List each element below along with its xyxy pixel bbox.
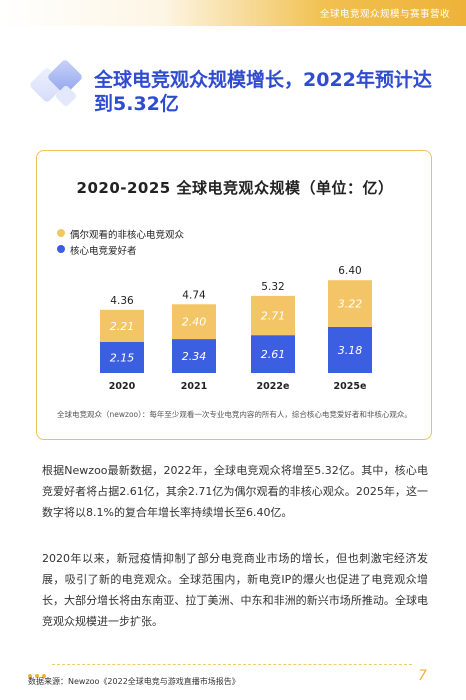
bar-segment-noncore (100, 309, 144, 342)
segment-value-label: 2.34 (182, 350, 207, 363)
legend-dot-icon (57, 245, 65, 253)
footer-dots-icon (28, 663, 49, 682)
chart-note: 全球电竞观众（newzoo）：每年至少观看一次专业电竞内容的所有人，综合核心电竞… (57, 410, 412, 419)
legend-label-noncore: 偶尔观看的非核心电竞观众 (70, 230, 185, 241)
bar-segment-core (328, 326, 372, 373)
diamond-decoration-icon (30, 60, 82, 107)
chart-card: 2020-2025 全球电竞观众规模（单位：亿） 偶尔观看的非核心电竞观众 核心… (36, 150, 432, 440)
page-title: 全球电竞观众规模增长，2022年预计达到5.32亿 (94, 69, 432, 115)
x-tick-label: 2022e (257, 381, 290, 392)
section-title: 全球电竞观众规模与赛事营收 (319, 9, 450, 20)
bar-segment-noncore (328, 280, 372, 327)
bar-segment-core (172, 339, 216, 373)
x-tick-label: 2020 (109, 381, 136, 392)
segment-value-label: 2.61 (261, 348, 286, 361)
x-tick-label: 2021 (181, 381, 207, 392)
bar-segment-noncore (172, 304, 216, 340)
segment-value-label: 2.21 (110, 320, 135, 333)
bar-total-label: 4.74 (182, 289, 206, 301)
header-bar: 全球电竞观众规模与赛事营收 (0, 0, 466, 26)
body-paragraph-1: 根据Newzoo最新数据，2022年，全球电竞观众将增至5.32亿。其中，核心电… (42, 464, 428, 519)
x-tick-label: 2025e (334, 381, 367, 392)
bar-segment-core (251, 335, 295, 373)
segment-value-label: 2.71 (261, 310, 286, 323)
page-number: 7 (418, 668, 427, 684)
bar-total-label: 6.40 (338, 265, 361, 277)
segment-value-label: 3.22 (338, 298, 363, 311)
footer-divider (52, 664, 412, 665)
bar-total-label: 4.36 (110, 295, 134, 307)
segment-value-label: 2.40 (182, 316, 207, 329)
bar-total-label: 5.32 (261, 281, 284, 293)
footer-source: 数据来源：Newzoo《2022全球电竞与游戏直播市场报告》 (28, 677, 240, 686)
header-gradient (0, 0, 466, 26)
segment-value-label: 2.15 (110, 351, 135, 364)
legend-dot-icon (57, 229, 65, 237)
segment-value-label: 3.18 (338, 344, 363, 357)
body-paragraph-2: 2020年以来，新冠疫情抑制了部分电竞商业市场的增长，但也刺激宅经济发展，吸引了… (42, 552, 428, 628)
chart-title: 2020-2025 全球电竞观众规模（单位：亿） (76, 179, 394, 197)
stacked-bar-chart: 2.15 2.21 4.36 2020 2.34 2.40 4.74 2021 2.61 2.71… (100, 265, 372, 392)
bar-segment-noncore (251, 295, 295, 336)
bar-segment-core (100, 341, 144, 373)
legend-label-core: 核心电竞爱好者 (70, 246, 137, 257)
